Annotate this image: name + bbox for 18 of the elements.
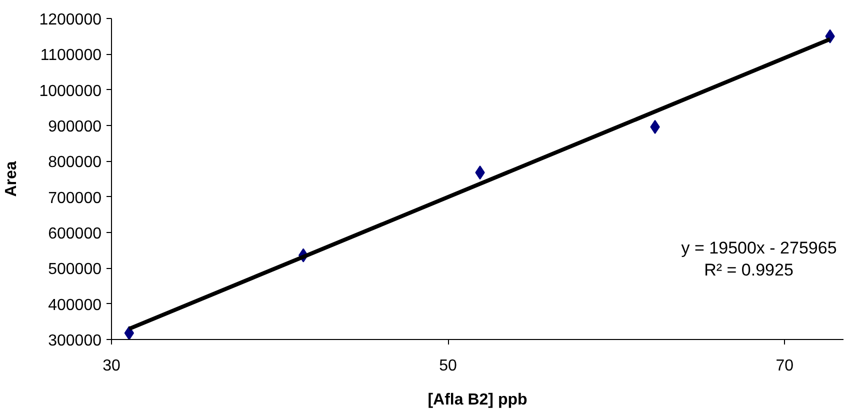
x-axis-title: [Afla B2] ppb [428, 392, 528, 408]
y-tick-label: 400000 [48, 296, 102, 314]
point [124, 326, 134, 340]
y-tick-label: 600000 [48, 226, 102, 242]
annotation: y = 19500x - 275965 [681, 238, 837, 258]
y-tick-label: 1100000 [40, 47, 102, 64]
y-tick-label: 1200000 [39, 12, 102, 28]
y-axis-title: Area [3, 161, 20, 197]
y-tick-label: 500000 [48, 261, 102, 278]
y-tick-label: 1000000 [39, 82, 102, 100]
y-tick-label: 900000 [48, 118, 102, 136]
x-tick-label: 70 [776, 358, 794, 374]
y-tick-label: 300000 [48, 332, 102, 350]
annotation: R² = 0.9925 [704, 260, 794, 280]
y-tick-label: 800000 [48, 154, 102, 172]
y-tick-label: 700000 [48, 190, 102, 207]
x-tick-label: 50 [439, 358, 458, 374]
x-tick-label: 30 [102, 358, 120, 374]
